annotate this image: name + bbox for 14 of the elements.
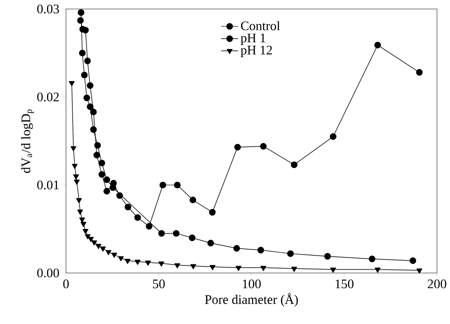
y-tick-label: 0.02 (37, 92, 59, 102)
x-tick-label: 100 (242, 280, 261, 288)
x-axis-title: Pore diameter (Å) (204, 293, 298, 307)
y-tick-label: 0.01 (37, 180, 59, 190)
legend-label: Control (241, 21, 280, 30)
x-tick-label: 200 (428, 280, 446, 288)
y-tick-label: 0.00 (37, 268, 59, 278)
y-axis-title: dV$_{a}$/d logD$_{p}$ (21, 109, 34, 173)
y-tick-label: 0.03 (37, 4, 59, 14)
legend-label: pH 1 (240, 34, 266, 45)
x-tick-label: 0 (63, 280, 69, 288)
legend-label: pH 12 (240, 46, 272, 58)
x-tick-label: 50 (153, 280, 165, 288)
x-tick-label: 150 (336, 280, 354, 288)
